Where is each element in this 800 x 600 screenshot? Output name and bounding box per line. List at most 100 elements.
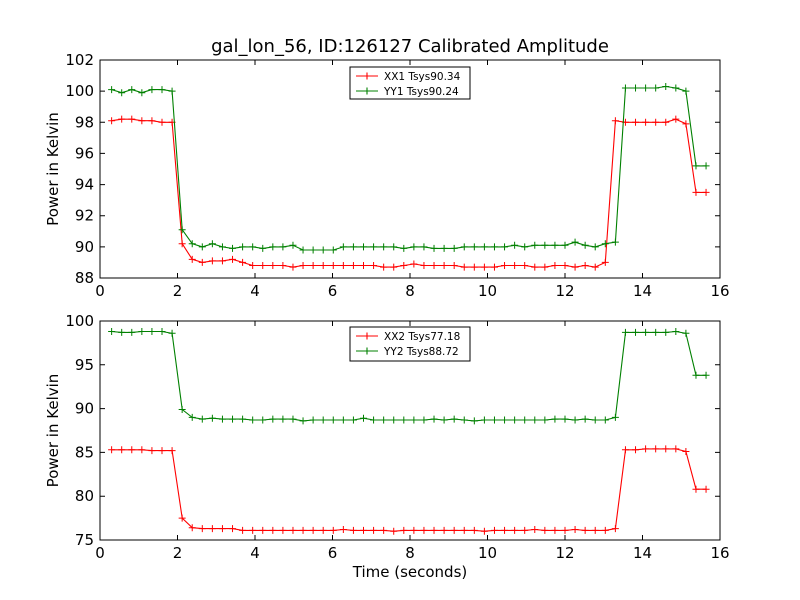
data-point <box>601 526 609 534</box>
data-point <box>581 415 589 423</box>
data-point <box>440 244 448 252</box>
data-point <box>299 246 307 254</box>
data-point <box>138 328 146 336</box>
data-point <box>370 262 378 270</box>
data-point <box>551 262 559 270</box>
data-point <box>611 117 619 125</box>
data-point <box>682 87 690 95</box>
data-point <box>521 262 529 270</box>
data-point <box>229 255 237 263</box>
data-point <box>299 526 307 534</box>
legend-box <box>349 66 471 100</box>
data-point <box>148 117 156 125</box>
data-point <box>470 243 478 251</box>
legend-box <box>349 326 471 362</box>
y-tick-label: 96 <box>75 144 94 162</box>
data-point <box>601 240 609 248</box>
data-point <box>229 525 237 533</box>
data-point <box>470 417 478 425</box>
data-point <box>148 447 156 455</box>
data-point <box>309 526 317 534</box>
data-point <box>601 416 609 424</box>
legend-entry: YY1 Tsys90.24 <box>383 86 459 98</box>
chart-title: gal_lon_56, ID:126127 Calibrated Amplitu… <box>211 36 609 57</box>
data-point <box>118 115 126 123</box>
data-point <box>188 413 196 421</box>
data-point <box>531 241 539 249</box>
data-point <box>541 526 549 534</box>
data-point <box>480 527 488 535</box>
data-point <box>470 263 478 271</box>
data-point <box>360 262 367 270</box>
data-point <box>329 416 337 424</box>
data-point <box>571 238 579 246</box>
data-point <box>329 262 337 270</box>
data-point <box>662 82 670 90</box>
data-point <box>168 329 176 337</box>
data-point <box>158 118 166 126</box>
legend-bottom: XX2 Tsys77.18 YY2 Tsys88.72 <box>349 326 471 362</box>
data-point <box>188 524 196 532</box>
data-point <box>702 188 710 196</box>
data-point <box>632 446 640 454</box>
data-point <box>672 328 680 336</box>
data-point <box>490 263 498 271</box>
data-point <box>561 241 569 249</box>
data-point <box>319 416 327 424</box>
data-point <box>430 526 438 534</box>
data-point <box>490 526 498 534</box>
data-point <box>511 526 519 534</box>
data-point <box>339 525 347 533</box>
data-point <box>239 526 247 534</box>
data-point <box>561 415 569 423</box>
data-point <box>571 263 579 271</box>
data-point <box>581 262 589 270</box>
data-point <box>652 118 660 126</box>
data-point <box>480 416 488 424</box>
data-point <box>430 262 438 270</box>
data-point <box>128 328 136 336</box>
x-tick-label: 10 <box>478 544 497 562</box>
data-point <box>591 526 599 534</box>
data-point <box>672 84 680 92</box>
data-point <box>108 86 116 94</box>
legend-swatch <box>356 332 378 340</box>
data-point <box>360 526 367 534</box>
data-point <box>259 526 267 534</box>
data-point <box>642 118 650 126</box>
data-point <box>652 328 660 336</box>
data-point <box>682 329 690 337</box>
data-point <box>178 405 186 413</box>
data-point <box>521 526 529 534</box>
data-point <box>319 262 327 270</box>
data-point <box>551 526 559 534</box>
data-point <box>208 240 216 248</box>
x-tick-label: 8 <box>405 544 415 562</box>
data-point <box>269 526 277 534</box>
data-point <box>319 246 327 254</box>
data-point <box>410 416 418 424</box>
data-point <box>601 258 609 266</box>
y-tick-label: 90 <box>75 238 94 256</box>
data-point <box>621 328 629 336</box>
data-point <box>339 416 347 424</box>
data-point <box>420 416 428 424</box>
data-point <box>218 525 226 533</box>
data-point <box>118 328 126 336</box>
data-point <box>188 240 196 248</box>
data-point <box>380 263 388 271</box>
data-point <box>299 417 307 425</box>
data-point <box>511 241 519 249</box>
data-point <box>460 416 468 424</box>
data-point <box>591 243 599 251</box>
series-top-1 <box>108 115 710 271</box>
data-point <box>128 86 136 94</box>
data-point <box>108 328 116 336</box>
data-point <box>632 328 640 336</box>
data-point <box>501 243 509 251</box>
data-point <box>259 416 267 424</box>
y-tick-label: 85 <box>75 443 94 461</box>
data-point <box>440 526 448 534</box>
data-point <box>571 416 579 424</box>
data-point <box>511 416 519 424</box>
